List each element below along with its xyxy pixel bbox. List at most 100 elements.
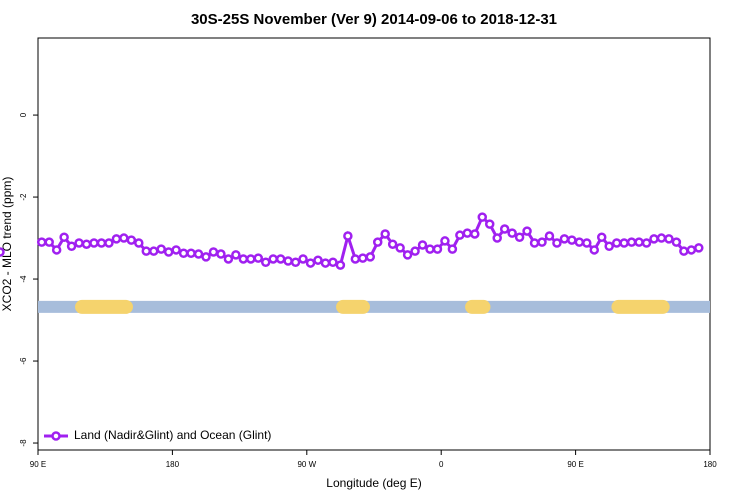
data-point <box>283 256 293 266</box>
data-point <box>298 254 308 264</box>
legend-label: Land (Nadir&Glint) and Ocean (Glint) <box>74 428 271 442</box>
data-point <box>484 219 495 229</box>
data-point <box>44 237 54 247</box>
data-point <box>522 226 532 236</box>
data-point <box>372 237 383 247</box>
data-point <box>447 244 458 254</box>
data-point <box>387 239 398 249</box>
data-point <box>178 248 189 258</box>
data-point <box>59 232 69 242</box>
data-point <box>163 247 174 257</box>
data-point <box>141 246 152 256</box>
data-point <box>96 238 107 248</box>
data-point <box>626 237 637 247</box>
data-point <box>119 233 129 243</box>
data-point <box>365 252 376 262</box>
data-point <box>582 238 592 248</box>
x-tick-label: 180 <box>166 460 180 469</box>
data-point <box>574 237 585 247</box>
data-point <box>171 245 181 255</box>
data-point <box>507 228 517 238</box>
data-point <box>253 253 264 263</box>
data-point <box>380 229 390 239</box>
legend-marker <box>51 431 61 441</box>
data-point <box>335 260 346 270</box>
data-point <box>36 237 47 247</box>
y-tick-label: -8 <box>19 439 28 447</box>
data-point <box>290 257 301 267</box>
data-point <box>402 250 413 260</box>
data-point <box>432 244 443 254</box>
data-point <box>604 241 614 252</box>
land-region <box>611 299 670 314</box>
x-tick-label: 90 E <box>30 460 46 469</box>
data-point <box>238 254 249 264</box>
data-point <box>66 241 77 252</box>
data-point <box>619 238 629 248</box>
data-point <box>559 234 570 244</box>
y-tick-label: 0 <box>19 112 28 117</box>
data-point <box>104 238 114 248</box>
chart-title: 30S-25S November (Ver 9) 2014-09-06 to 2… <box>191 11 557 28</box>
data-point <box>470 229 480 239</box>
y-axis-title: XCO2 - MLO trend (ppm) <box>0 177 14 312</box>
x-axis-title: Longitude (deg E) <box>326 476 421 490</box>
data-point <box>656 233 667 243</box>
data-point <box>417 240 428 250</box>
data-point <box>313 255 323 265</box>
data-point <box>111 234 122 244</box>
data-point <box>455 230 465 240</box>
data-point <box>596 232 607 242</box>
data-point <box>134 238 144 248</box>
x-tick-label: 0 <box>439 460 444 469</box>
data-point <box>81 239 92 249</box>
data-point <box>499 224 510 234</box>
x-tick-label: 180 <box>703 460 717 469</box>
data-point <box>641 238 652 248</box>
data-point <box>492 233 502 243</box>
data-point <box>694 243 704 253</box>
data-point <box>201 252 211 262</box>
y-tick-label: -4 <box>19 275 28 283</box>
data-point <box>0 247 5 257</box>
data-point <box>268 254 278 264</box>
data-point <box>186 248 196 258</box>
data-point <box>395 243 405 253</box>
data-point <box>514 232 525 242</box>
data-point <box>477 212 488 222</box>
data-point <box>156 244 166 254</box>
data-point <box>246 254 256 264</box>
y-tick-label: -6 <box>19 357 28 365</box>
data-point <box>305 258 316 268</box>
data-point <box>679 246 689 256</box>
data-point <box>664 234 674 244</box>
data-point <box>320 258 331 268</box>
data-point <box>74 238 84 248</box>
land-region <box>465 299 491 314</box>
data-point <box>529 238 540 248</box>
data-point <box>410 246 420 256</box>
data-point <box>671 237 682 247</box>
data-point <box>462 228 473 238</box>
data-point <box>649 234 659 244</box>
data-point <box>686 245 697 255</box>
land-region <box>75 299 133 314</box>
data-point <box>358 253 368 263</box>
data-point <box>537 237 547 247</box>
data-point <box>193 249 204 259</box>
data-point <box>552 238 562 248</box>
data-point <box>611 238 622 248</box>
data-point <box>126 235 137 245</box>
data-point <box>148 246 159 256</box>
data-point <box>216 249 226 259</box>
data-point <box>260 257 271 267</box>
y-tick-label: -2 <box>19 193 28 201</box>
data-point <box>275 254 286 264</box>
data-point <box>440 236 450 246</box>
x-tick-label: 90 W <box>297 460 316 469</box>
x-tick-label: 90 E <box>567 460 583 469</box>
data-point <box>223 254 234 264</box>
data-point <box>544 231 555 241</box>
data-point <box>343 231 353 241</box>
